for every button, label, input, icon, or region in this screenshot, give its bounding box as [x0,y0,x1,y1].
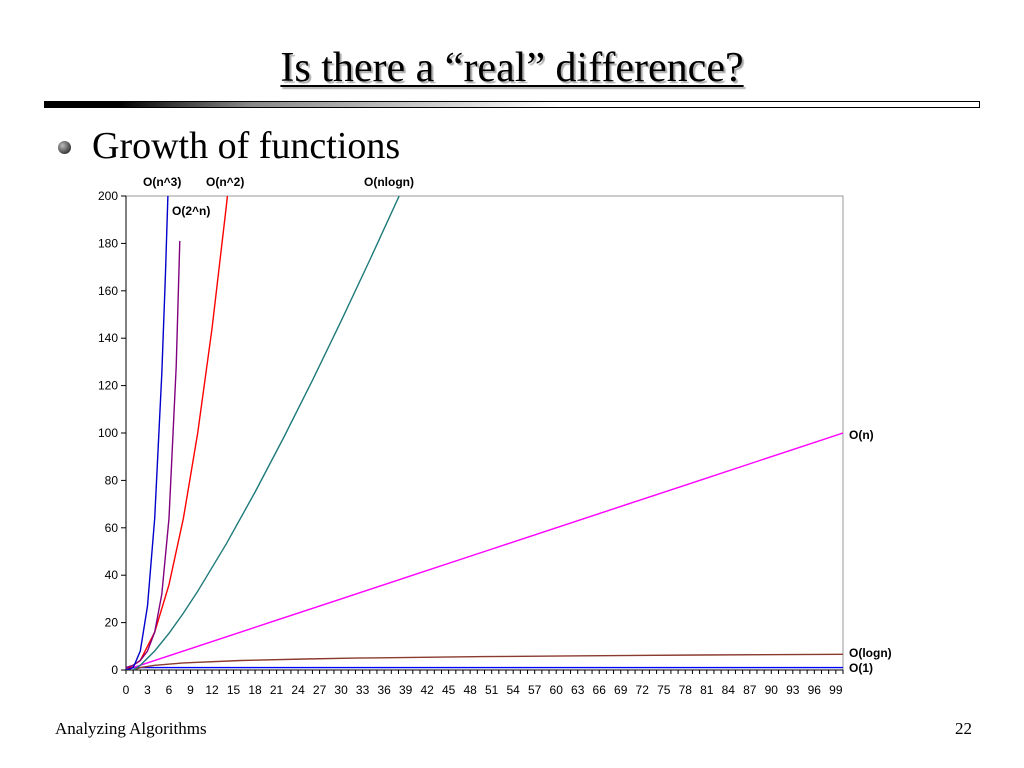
x-tick-label: 12 [205,683,219,697]
x-tick-label: 96 [808,683,822,697]
x-tick-label: 51 [485,683,499,697]
bullet-icon [58,141,71,154]
series-label: O(n) [849,428,874,442]
x-tick-label: 0 [123,683,130,697]
x-tick-label: 33 [356,683,370,697]
x-tick-label: 42 [420,683,434,697]
x-tick-label: 45 [442,683,456,697]
footer-text: Analyzing Algorithms [55,719,207,738]
x-tick-label: 60 [550,683,564,697]
x-tick-label: 69 [614,683,628,697]
y-tick-label: 200 [98,189,118,203]
bullet-text: Growth of functions [92,125,401,167]
x-tick-label: 9 [187,683,194,697]
series-label: O(n^2) [206,175,244,189]
y-tick-label: 160 [98,284,118,298]
x-tick-label: 81 [700,683,714,697]
series-labels: O(1)O(logn) O(n) O(nlogn) O(n^2) O(2^n) O(n^3… [143,175,892,675]
series-lines [126,196,843,670]
y-axis: 0 20 40 60 80 100 120 140 160 180 200 [98,189,127,677]
y-tick-label: 20 [105,616,119,630]
x-tick-label: 63 [571,683,585,697]
x-tick-label: 48 [463,683,477,697]
y-tick-label: 80 [105,473,119,487]
series-line [126,432,843,670]
plot-area [125,195,844,671]
series-label: O(nlogn) [364,175,414,189]
x-tick-label: 54 [507,683,521,697]
x-tick-label: 39 [399,683,413,697]
page-number: 22 [955,719,972,738]
series-label: O(logn) [849,646,892,660]
series-line [132,196,400,670]
x-tick-label: 66 [593,683,607,697]
x-tick-label: 78 [679,683,693,697]
x-tick-label: 36 [377,683,391,697]
series-label: O(2^n) [172,204,210,218]
y-tick-label: 60 [105,521,119,535]
x-tick-label: 93 [786,683,800,697]
x-tick-label: 87 [743,683,757,697]
x-tick-label: 84 [722,683,736,697]
x-tick-label: 99 [829,683,843,697]
y-tick-label: 40 [105,568,119,582]
x-tick-label: 3 [144,683,151,697]
x-tick-label: 72 [636,683,650,697]
x-tick-label: 21 [270,683,284,697]
x-tick-label: 18 [248,683,262,697]
x-tick-label: 30 [334,683,348,697]
x-tick-label: 15 [227,683,241,697]
series-line [126,196,229,670]
y-tick-label: 120 [98,379,118,393]
series-line [132,653,843,670]
x-tick-label: 75 [657,683,671,697]
x-tick-label: 57 [528,683,542,697]
x-tick-label: 90 [765,683,779,697]
y-tick-label: 0 [111,663,118,677]
y-tick-label: 100 [98,426,118,440]
title-divider [44,101,980,108]
y-tick-label: 140 [98,331,118,345]
slide-title: Is there a “real” difference? [280,45,744,91]
series-line [126,196,169,670]
x-tick-label: 24 [291,683,305,697]
x-tick-label: 6 [166,683,173,697]
series-label: O(1) [849,661,873,675]
y-tick-label: 180 [98,236,118,250]
x-tick-label: 27 [313,683,327,697]
series-label: O(n^3) [143,175,181,189]
x-axis: 0 3 6 9 12 15 18 21 24 27 30 33 36 39 42 45 48 51 54 57 60 63… [123,669,844,697]
